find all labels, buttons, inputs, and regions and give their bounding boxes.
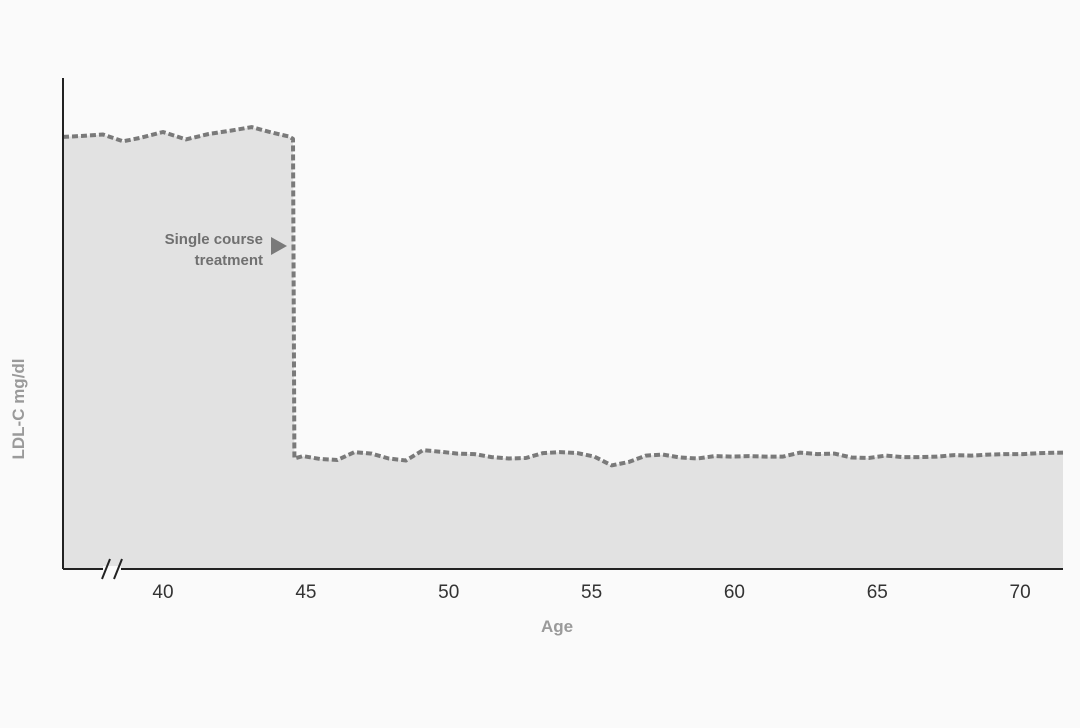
x-tick-label: 40 [152, 582, 173, 603]
x-tick-label: 45 [295, 582, 316, 603]
x-tick-label: 50 [438, 582, 459, 603]
axis-break-mark [113, 558, 123, 580]
area-fill [63, 127, 1063, 569]
annotation-arrow [271, 237, 287, 255]
x-tick-label: 60 [724, 582, 745, 603]
annotation-text: Single course [165, 231, 263, 248]
x-axis-title: Age [541, 617, 573, 636]
axis-break-gap [103, 566, 121, 572]
x-tick-label: 65 [867, 582, 888, 603]
axis-break-mark [101, 558, 111, 580]
series-line [62, 125, 1064, 468]
x-tick-label: 70 [1010, 582, 1031, 603]
y-axis-title: LDL-C mg/dl [9, 358, 28, 459]
x-tick-label: 55 [581, 582, 602, 603]
annotation-text: treatment [195, 252, 263, 269]
